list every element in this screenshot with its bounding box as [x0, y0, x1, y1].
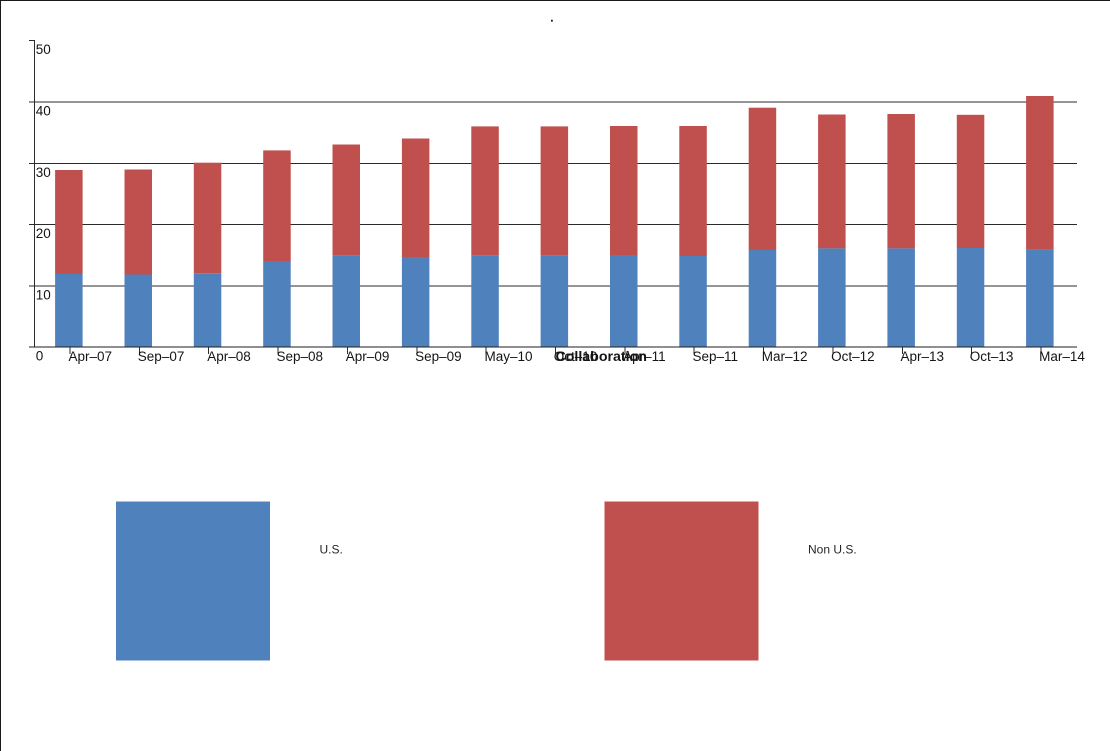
svg-text:Sep–11: Sep–11 — [693, 349, 739, 364]
svg-text:40: 40 — [36, 103, 51, 118]
svg-text:May–10: May–10 — [485, 349, 533, 364]
svg-text:0: 0 — [36, 348, 44, 363]
svg-text:Oct–13: Oct–13 — [970, 349, 1014, 364]
svg-text:Sep–09: Sep–09 — [415, 349, 462, 364]
svg-text:20: 20 — [36, 226, 51, 241]
svg-text:Sep–08: Sep–08 — [277, 349, 324, 364]
svg-text:Oct–10: Oct–10 — [554, 349, 598, 364]
svg-text:30: 30 — [36, 165, 51, 180]
svg-text:50: 50 — [36, 42, 51, 57]
svg-text:Apr–09: Apr–09 — [346, 349, 390, 364]
svg-text:U.S.: U.S. — [320, 543, 343, 557]
svg-text:Mar–12: Mar–12 — [762, 349, 808, 364]
svg-text:Collaboration: Collaboration — [556, 349, 647, 365]
svg-text:Oct–12: Oct–12 — [831, 349, 875, 364]
svg-text:Sep–07: Sep–07 — [138, 349, 185, 364]
svg-text:10: 10 — [36, 287, 51, 302]
svg-text:Apr–11: Apr–11 — [623, 349, 666, 364]
svg-text:Apr–08: Apr–08 — [207, 349, 251, 364]
svg-text:Apr–07: Apr–07 — [69, 349, 113, 364]
svg-text:Apr–13: Apr–13 — [901, 349, 945, 364]
svg-text:Mar–14: Mar–14 — [1039, 349, 1085, 364]
svg-text:Non U.S.: Non U.S. — [808, 543, 857, 557]
